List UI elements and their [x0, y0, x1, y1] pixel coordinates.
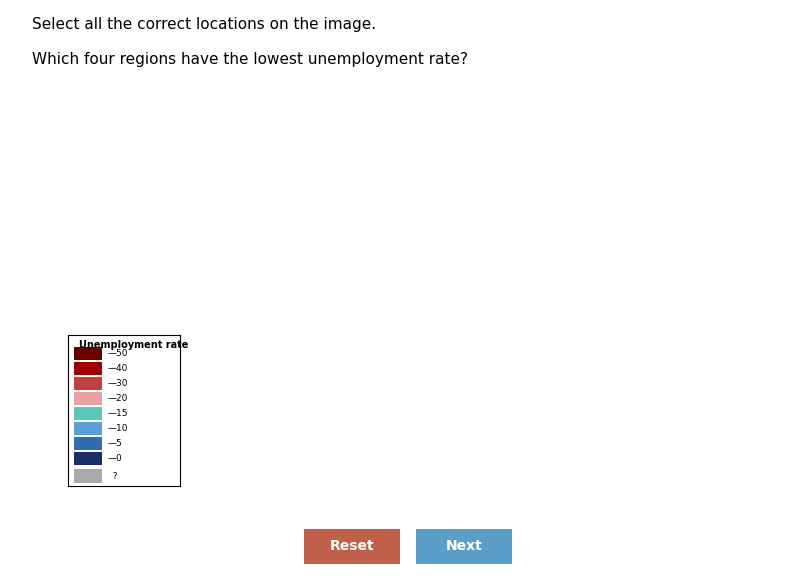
- Text: Reset: Reset: [330, 539, 374, 553]
- FancyBboxPatch shape: [294, 525, 410, 567]
- Bar: [74, 422, 102, 435]
- Bar: [74, 469, 102, 483]
- Text: Next: Next: [446, 539, 482, 553]
- Text: Unemployment rate: Unemployment rate: [79, 340, 189, 350]
- Text: —5: —5: [107, 439, 122, 448]
- Text: Select all the correct locations on the image.: Select all the correct locations on the …: [32, 17, 376, 32]
- Bar: [74, 362, 102, 375]
- Text: ?: ?: [107, 472, 118, 481]
- Text: —15: —15: [107, 409, 128, 418]
- Text: —30: —30: [107, 379, 128, 388]
- Text: —40: —40: [107, 364, 127, 373]
- Bar: [74, 346, 102, 360]
- Bar: [74, 452, 102, 465]
- Text: —50: —50: [107, 349, 128, 358]
- Bar: [74, 377, 102, 390]
- Text: —10: —10: [107, 424, 128, 433]
- Text: —20: —20: [107, 394, 127, 403]
- FancyBboxPatch shape: [406, 525, 522, 567]
- Bar: [74, 392, 102, 405]
- Text: —0: —0: [107, 454, 122, 463]
- Bar: [74, 437, 102, 450]
- Bar: [74, 406, 102, 420]
- Text: Which four regions have the lowest unemployment rate?: Which four regions have the lowest unemp…: [32, 52, 468, 67]
